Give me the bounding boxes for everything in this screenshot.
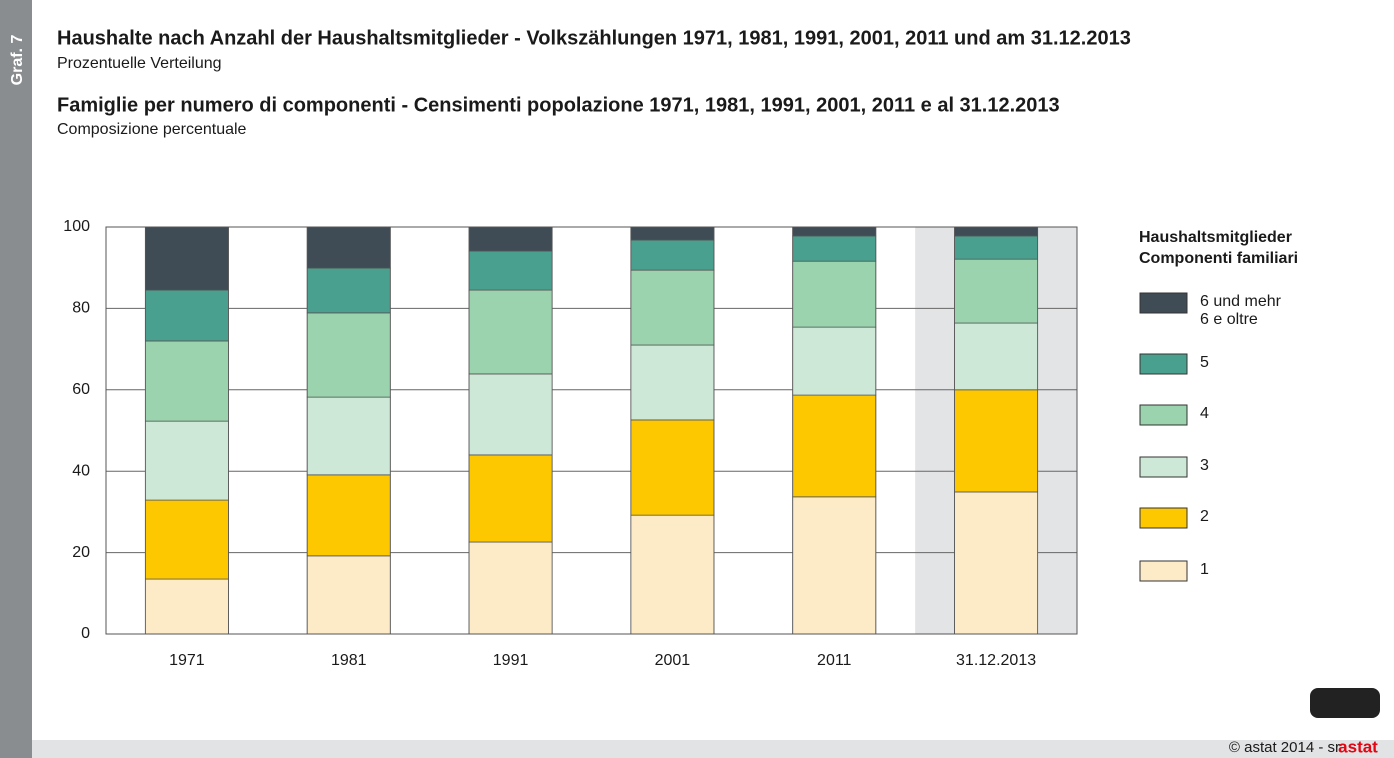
- legend-swatch: [1139, 507, 1188, 529]
- x-tick-label: 2001: [655, 652, 691, 669]
- chart-title: Famiglie per numero di componenti - Cens…: [57, 94, 1060, 116]
- bar-segment: [792, 260, 877, 328]
- side-label: Graf. 7: [9, 35, 26, 86]
- legend-swatch: [1139, 404, 1188, 426]
- x-tick-label: 1981: [331, 652, 367, 669]
- chart-title: Haushalte nach Anzahl der Haushaltsmitgl…: [57, 27, 1131, 49]
- bar-segment: [630, 344, 715, 421]
- bar-segment: [630, 269, 715, 346]
- x-tick-label: 1991: [493, 652, 529, 669]
- legend-swatch: [1139, 353, 1188, 375]
- legend-label: 3: [1200, 457, 1209, 474]
- bar-segment: [954, 491, 1038, 635]
- y-tick-label: 60: [72, 381, 90, 398]
- bar-segment: [792, 226, 877, 237]
- bar-segment: [954, 258, 1038, 324]
- plot-border: [105, 226, 1078, 635]
- bar-segment: [306, 474, 391, 557]
- bar-segment: [145, 499, 229, 580]
- bar-segment: [792, 235, 877, 262]
- legend-label: 6 und mehr 6 e oltre: [1200, 293, 1281, 328]
- legend-swatch: [1139, 456, 1188, 478]
- bar-segment: [468, 250, 553, 291]
- logo-shape: [1310, 688, 1380, 718]
- chart-subtitle: Prozentuelle Verteilung: [57, 55, 222, 72]
- legend-label: 2: [1200, 508, 1209, 525]
- bar-segment: [954, 235, 1038, 260]
- legend-label: 5: [1200, 354, 1209, 371]
- chart-subtitle: Composizione percentuale: [57, 121, 247, 138]
- footer-band: [32, 740, 1394, 758]
- y-tick-label: 20: [72, 544, 90, 561]
- legend-title: Haushaltsmitglieder: [1139, 229, 1292, 246]
- bar-segment: [468, 373, 553, 456]
- legend-swatch: [1139, 560, 1188, 582]
- bar-segment: [306, 312, 391, 398]
- bar-segment: [145, 578, 229, 635]
- y-tick-label: 100: [63, 218, 90, 235]
- side-strip: [0, 0, 32, 758]
- x-tick-label: 31.12.2013: [956, 652, 1036, 669]
- bar-segment: [306, 555, 391, 635]
- bar-segment: [468, 454, 553, 543]
- bar-segment: [145, 289, 229, 342]
- bar-segment: [468, 541, 553, 635]
- bar-segment: [954, 226, 1038, 237]
- x-tick-label: 1971: [169, 652, 205, 669]
- footer: © astat 2014 - sr: [1229, 739, 1340, 756]
- legend-swatch: [1139, 292, 1188, 314]
- legend-label: 4: [1200, 405, 1209, 422]
- bar-segment: [306, 226, 391, 269]
- bar-segment: [145, 340, 229, 422]
- legend-title: Componenti familiari: [1139, 250, 1298, 267]
- bar-segment: [306, 267, 391, 314]
- bar-segment: [792, 496, 877, 635]
- bar-segment: [630, 226, 715, 241]
- bar-segment: [630, 514, 715, 635]
- bar-segment: [792, 326, 877, 396]
- legend-label: 1: [1200, 561, 1209, 578]
- bar-segment: [792, 394, 877, 498]
- bar-segment: [145, 226, 229, 291]
- bar-segment: [630, 239, 715, 271]
- y-tick-label: 0: [81, 625, 90, 642]
- bar-segment: [630, 419, 715, 516]
- bar-segment: [954, 322, 1038, 391]
- bar-segment: [306, 396, 391, 476]
- bar-segment: [954, 389, 1038, 493]
- logo: astat: [1338, 737, 1378, 756]
- bar-segment: [468, 289, 553, 375]
- y-tick-label: 80: [72, 300, 90, 317]
- x-tick-label: 2011: [817, 652, 852, 669]
- bar-segment: [468, 226, 553, 252]
- bar-segment: [145, 420, 229, 501]
- y-tick-label: 40: [72, 462, 90, 479]
